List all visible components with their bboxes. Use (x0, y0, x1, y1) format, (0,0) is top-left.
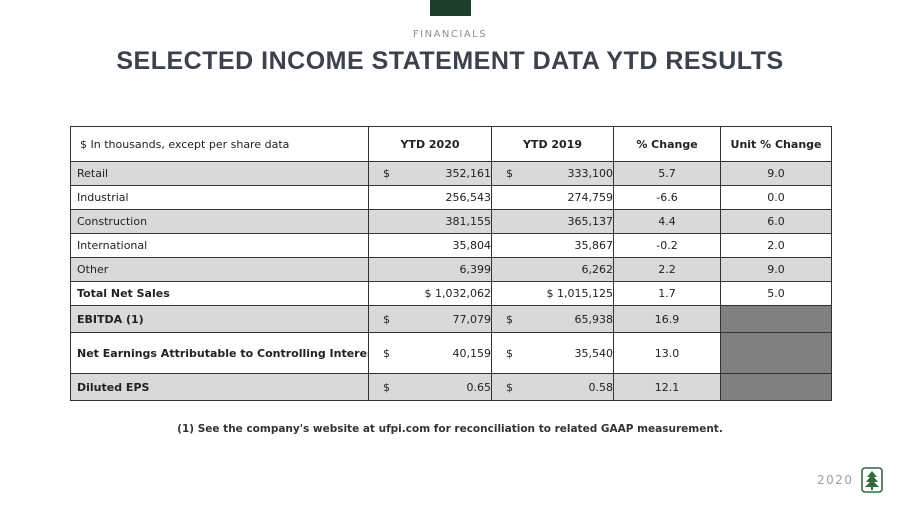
amount-cell: 35,867 (491, 233, 614, 258)
row-label: Industrial (70, 185, 369, 210)
amount-cell: $65,938 (491, 305, 614, 333)
amount-cell: 381,155 (368, 209, 492, 234)
currency-sign: $ (506, 167, 513, 180)
percent-cell: 16.9 (613, 305, 721, 333)
row-label: International (70, 233, 369, 258)
table-row: Diluted EPS $0.65 $0.58 12.1 (70, 373, 832, 401)
percent-cell: 12.1 (613, 373, 721, 401)
logo (861, 467, 883, 493)
percent-cell: 13.0 (613, 332, 721, 374)
currency-sign: $ (506, 346, 513, 360)
percent-cell: -0.2 (613, 233, 721, 258)
amount-cell: 365,137 (491, 209, 614, 234)
income-table: $ In thousands, except per share data YTD… (70, 126, 832, 401)
amount-cell: 6,262 (491, 257, 614, 282)
currency-sign: $ (383, 312, 390, 326)
amount: 0.58 (588, 380, 613, 394)
table-row: Net Earnings Attributable to Controlling… (70, 332, 832, 374)
amount: 35,540 (574, 346, 613, 360)
amount-cell: $77,079 (368, 305, 492, 333)
empty-cell (720, 373, 832, 401)
currency-sign: $ (383, 380, 390, 394)
footer-year: 2020 (817, 473, 854, 487)
percent-cell: 4.4 (613, 209, 721, 234)
empty-cell (720, 332, 832, 374)
amount: 352,161 (445, 167, 491, 180)
amount-cell: $40,159 (368, 332, 492, 374)
table-row: Construction 381,155 365,137 4.4 6.0 (70, 209, 832, 234)
amount: 65,938 (574, 312, 613, 326)
amount-cell: 256,543 (368, 185, 492, 210)
percent-cell: 6.0 (720, 209, 832, 234)
percent-cell: 5.7 (613, 161, 721, 186)
row-label: Other (70, 257, 369, 282)
row-label: Diluted EPS (70, 373, 369, 401)
amount-cell: $ 1,015,125 (491, 281, 614, 306)
amount: 0.65 (466, 380, 491, 394)
table-row: Other 6,399 6,262 2.2 9.0 (70, 257, 832, 282)
table-row: Retail $352,161 $333,100 5.7 9.0 (70, 161, 832, 186)
column-header: YTD 2019 (491, 126, 614, 162)
currency-sign: $ (383, 346, 390, 360)
row-label: EBITDA (1) (70, 305, 369, 333)
amount-cell: $0.65 (368, 373, 492, 401)
footnote: (1) See the company's website at ufpi.co… (177, 423, 723, 435)
percent-cell: 2.0 (720, 233, 832, 258)
table-row: International 35,804 35,867 -0.2 2.0 (70, 233, 832, 258)
row-label: Total Net Sales (70, 281, 369, 306)
slide-title: SELECTED INCOME STATEMENT DATA YTD RESUL… (116, 47, 784, 75)
amount-cell: $35,540 (491, 332, 614, 374)
row-label: Retail (70, 161, 369, 186)
row-label: Net Earnings Attributable to Controlling… (70, 332, 369, 374)
header-row: $ In thousands, except per share data YTD… (70, 126, 832, 162)
amount: 77,079 (452, 312, 491, 326)
column-header: % Change (613, 126, 721, 162)
percent-cell: 9.0 (720, 257, 832, 282)
percent-cell: 5.0 (720, 281, 832, 306)
amount-cell: $0.58 (491, 373, 614, 401)
top-tab (430, 0, 471, 16)
column-header: $ In thousands, except per share data (70, 126, 369, 162)
row-label: Construction (70, 209, 369, 234)
percent-cell: 1.7 (613, 281, 721, 306)
currency-sign: $ (506, 380, 513, 394)
amount: 40,159 (452, 346, 491, 360)
section-label: FINANCIALS (412, 29, 488, 40)
amount-cell: 274,759 (491, 185, 614, 210)
table-row: Total Net Sales $ 1,032,062 $ 1,015,125 1.7… (70, 281, 832, 306)
column-header: Unit % Change (720, 126, 832, 162)
currency-sign: $ (506, 312, 513, 326)
amount-cell: $ 1,032,062 (368, 281, 492, 306)
amount: 333,100 (567, 167, 613, 180)
empty-cell (720, 305, 832, 333)
table-row: EBITDA (1) $77,079 $65,938 16.9 (70, 305, 832, 333)
table-row: Industrial 256,543 274,759 -6.6 0.0 (70, 185, 832, 210)
currency-sign: $ (383, 167, 390, 180)
amount-cell: 6,399 (368, 257, 492, 282)
amount-cell: 35,804 (368, 233, 492, 258)
amount-cell: $352,161 (368, 161, 492, 186)
column-header: YTD 2020 (368, 126, 492, 162)
percent-cell: -6.6 (613, 185, 721, 210)
percent-cell: 9.0 (720, 161, 832, 186)
amount-cell: $333,100 (491, 161, 614, 186)
percent-cell: 2.2 (613, 257, 721, 282)
percent-cell: 0.0 (720, 185, 832, 210)
